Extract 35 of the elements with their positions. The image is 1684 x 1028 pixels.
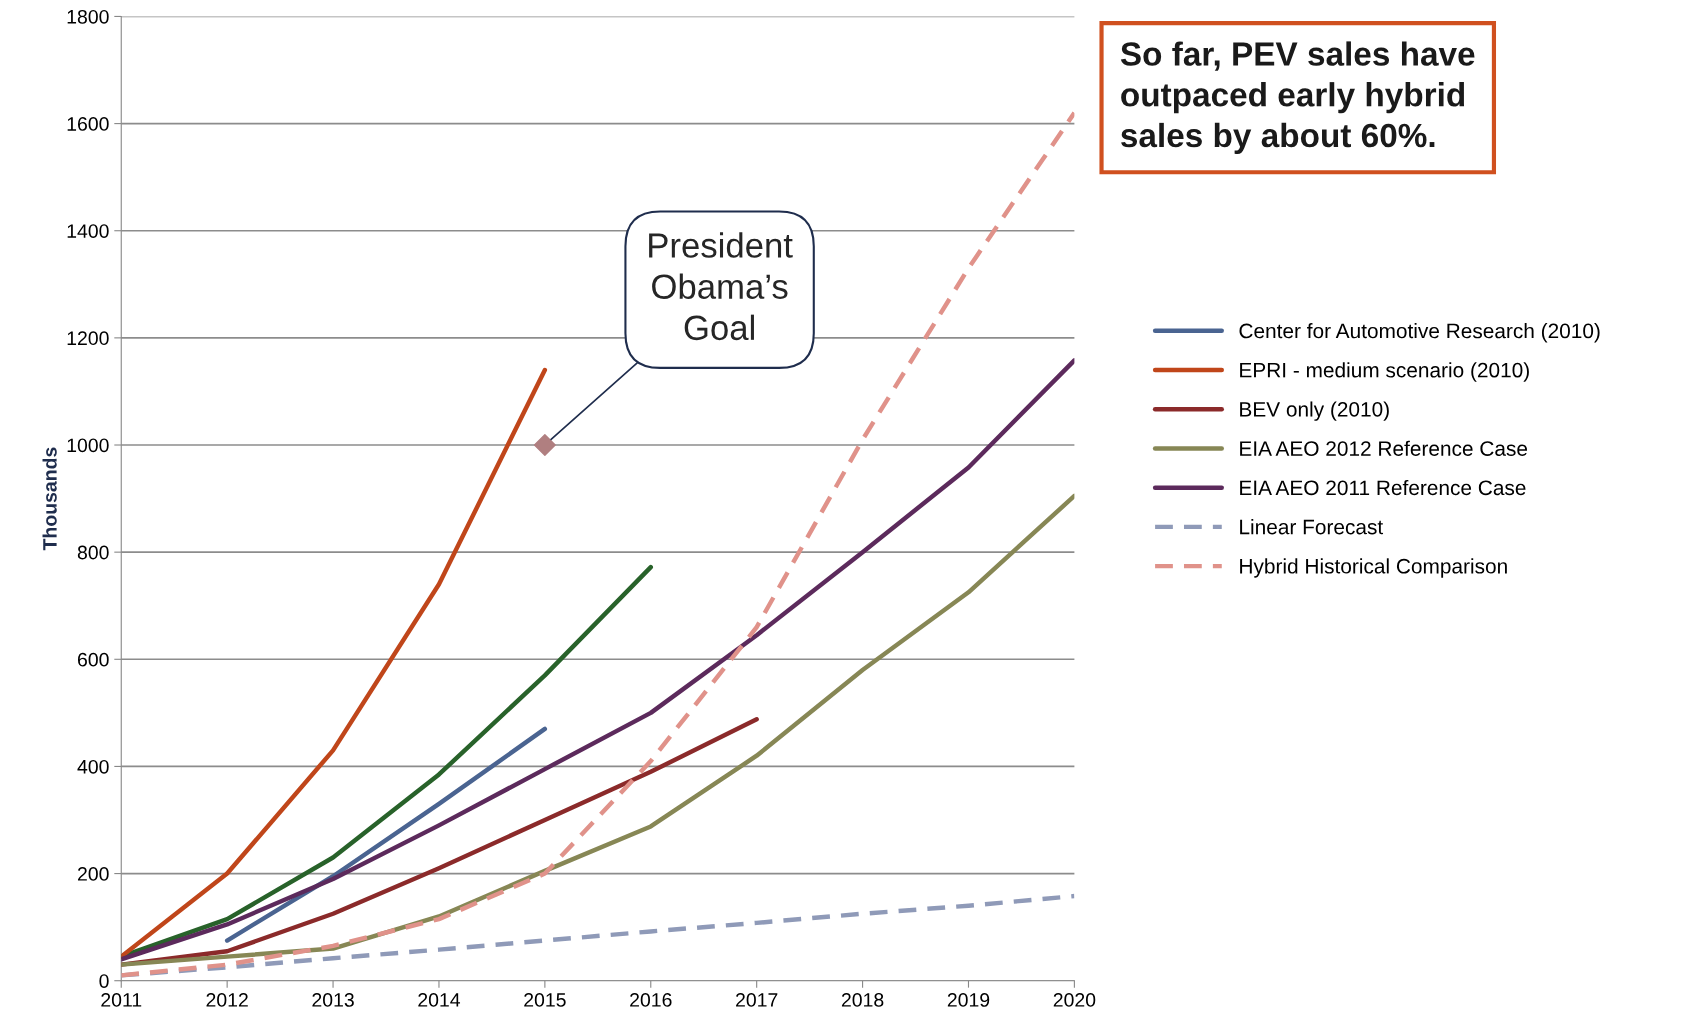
line-series xyxy=(121,493,1075,967)
legend-label: BEV only (2010) xyxy=(1240,401,1389,421)
y-tick-label: 1200 xyxy=(67,331,109,346)
line-series xyxy=(224,726,548,943)
x-tick-label: 2012 xyxy=(206,993,248,1007)
x-tick-label: 2019 xyxy=(947,993,990,1007)
x-tick-label: 2020 xyxy=(1053,993,1096,1007)
y-tick-label: 0 xyxy=(99,974,109,988)
x-tick-label: 2018 xyxy=(841,993,884,1007)
legend-label: EIA AEO 2012 Reference Case xyxy=(1240,440,1528,456)
y-tick-label: 1000 xyxy=(67,438,109,453)
y-tick-label: 400 xyxy=(77,759,109,774)
line-series xyxy=(121,367,548,959)
line-series xyxy=(121,358,1075,962)
legend-label: Center for Automotive Research (2010) xyxy=(1239,323,1600,343)
x-tick-label: 2014 xyxy=(418,993,461,1007)
y-axis-title: Thousands xyxy=(42,447,57,551)
legend-label: EPRI - medium scenario (2010) xyxy=(1240,362,1529,382)
legend-label: Hybrid Historical Comparison xyxy=(1240,558,1507,578)
text: So far, PEV sales have outpaced early hybrid sales by about 60%. xyxy=(1120,41,1475,154)
line-series xyxy=(121,110,1075,978)
y-tick-label: 1400 xyxy=(67,224,109,238)
x-tick-label: 2015 xyxy=(524,993,566,1007)
y-tick-label: 800 xyxy=(77,545,109,560)
annotation: President Obama’s Goal xyxy=(649,232,793,341)
legend-label: Linear Forecast xyxy=(1240,519,1384,535)
x-tick-label: 2017 xyxy=(736,993,778,1007)
x-tick-label: 2011 xyxy=(101,993,142,1007)
y-tick-label: 200 xyxy=(77,867,109,881)
x-tick-label: 2013 xyxy=(312,993,354,1007)
y-tick-label: 1800 xyxy=(67,9,109,24)
x-tick-label: 2016 xyxy=(630,993,672,1007)
y-tick-label: 1600 xyxy=(67,117,109,131)
y-tick-label: 600 xyxy=(77,652,109,667)
legend-label: EIA AEO 2011 Reference Case xyxy=(1240,479,1526,496)
